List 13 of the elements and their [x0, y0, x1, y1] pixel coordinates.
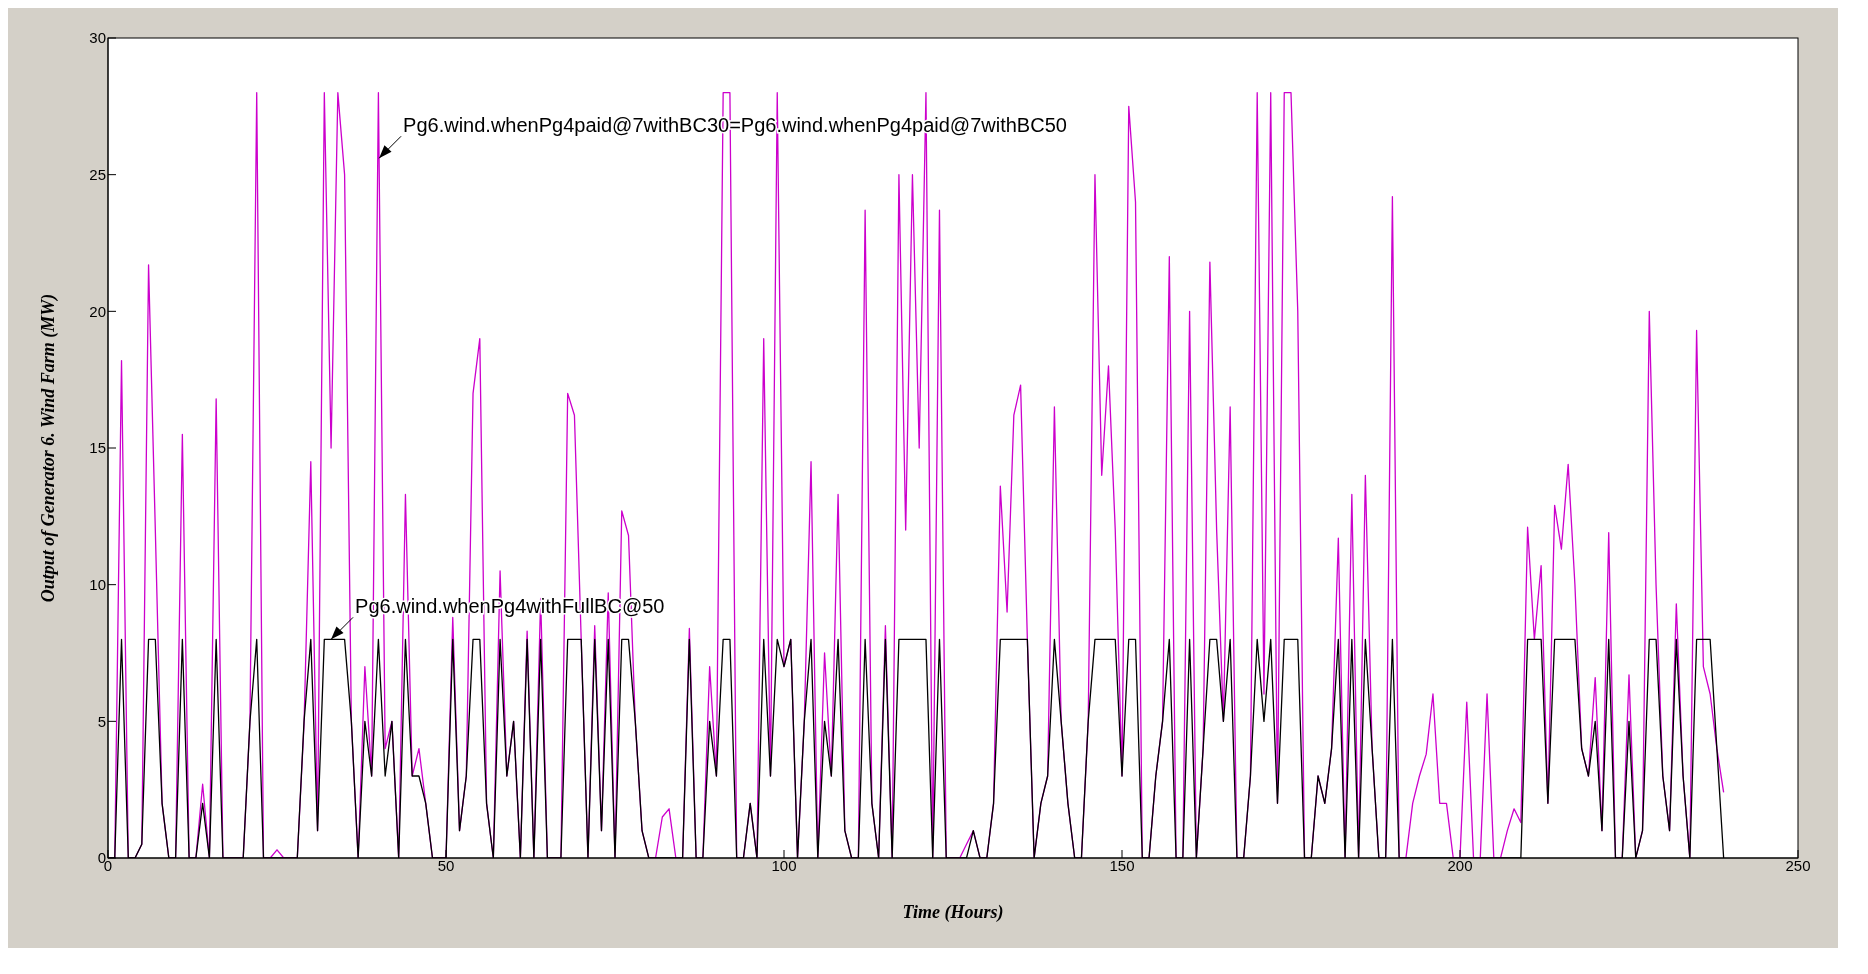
x-tick-label: 100: [771, 856, 797, 874]
y-tick-label: 10: [89, 575, 106, 593]
x-tick-label: 50: [437, 856, 455, 874]
y-tick-label: 5: [97, 712, 106, 730]
x-tick-label: 250: [1785, 856, 1811, 874]
x-axis-title: Time (Hours): [902, 902, 1004, 923]
y-tick-label: 20: [89, 302, 106, 320]
y-tick-label: 30: [89, 29, 106, 47]
y-axis-title: Output of Generator 6. Wind Farm (MW): [38, 293, 60, 603]
x-tick-label: 200: [1447, 856, 1473, 874]
x-tick-label: 150: [1109, 856, 1135, 874]
y-tick-label: 25: [89, 165, 106, 183]
y-tick-label: 15: [89, 439, 106, 457]
